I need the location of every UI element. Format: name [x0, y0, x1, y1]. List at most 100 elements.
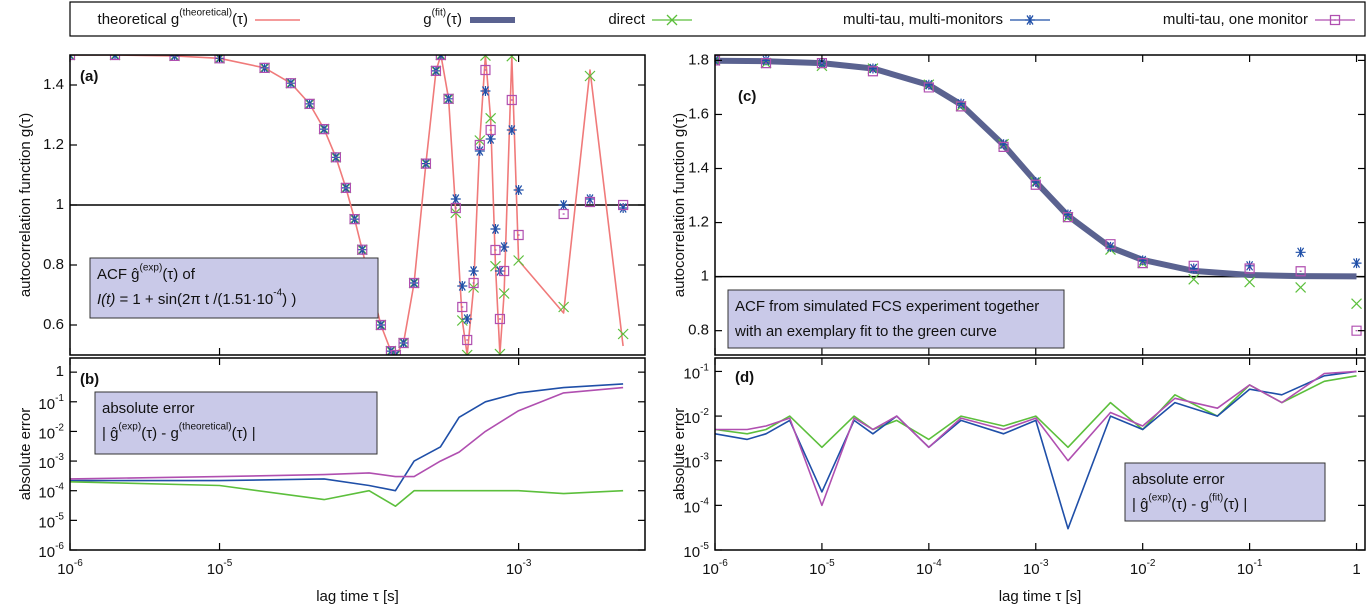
tick-exponent: -2: [700, 407, 709, 418]
data-point: [1188, 260, 1199, 271]
data-point: [420, 158, 432, 169]
tick-exponent: -4: [933, 558, 942, 569]
panel-label: (d): [735, 369, 754, 386]
plot-area: [715, 55, 1365, 336]
data-point: [494, 313, 506, 325]
annotation-text: absolute error: [102, 400, 195, 417]
data-point: [304, 98, 315, 109]
data-point: [318, 124, 330, 135]
data-point: [923, 79, 934, 90]
data-point: [558, 208, 569, 220]
legend-label: multi-tau, multi-monitors: [843, 11, 1003, 28]
y-axis-label: absolute error: [671, 408, 688, 501]
tick-base: 10: [38, 425, 55, 442]
data-point: [485, 112, 497, 124]
legend-label: direct: [608, 11, 646, 28]
data-point: [494, 348, 506, 355]
data-point: [1137, 258, 1148, 269]
tick-label: 1.8: [688, 51, 709, 68]
superscript: (exp): [1148, 492, 1171, 503]
data-point: [480, 64, 491, 76]
panel-label: (b): [80, 371, 99, 388]
data-point: [450, 202, 461, 214]
tick-label: 10-6: [702, 558, 728, 578]
data-point: [109, 55, 121, 61]
tick-label: 10-1: [1237, 558, 1263, 578]
superscript: (fit): [1209, 492, 1223, 503]
tick-label: 1.4: [688, 159, 709, 176]
tick-label: 10-3: [38, 452, 64, 472]
superscript: (fit): [432, 7, 446, 18]
data-point: [474, 146, 485, 156]
data-point: [462, 314, 473, 324]
x-axis-label: lag time τ [s]: [316, 588, 399, 605]
tick-label: 10-3: [1023, 558, 1049, 578]
tick-base: 10: [38, 396, 55, 413]
legend-marker: [666, 14, 678, 26]
annotation-box: [94, 391, 378, 455]
data-point: [457, 281, 468, 291]
data-point: [408, 277, 420, 289]
data-point: [513, 229, 524, 241]
tick-label: 10-2: [1130, 558, 1156, 578]
tick-label: 1: [56, 196, 64, 213]
series-line: [70, 386, 624, 480]
data-point: [761, 55, 772, 66]
tick-label: 1.6: [688, 105, 709, 122]
data-point: [867, 66, 879, 77]
plot-area: [70, 55, 645, 355]
data-point: [468, 277, 479, 289]
tick-base: 10: [683, 499, 700, 516]
data-point: [816, 58, 828, 69]
tick-label: 10-1: [38, 392, 64, 412]
tick-label: 0.8: [43, 256, 64, 273]
series-line: [70, 383, 624, 492]
tick-label: 10-4: [38, 481, 64, 501]
annotation-text: | ĝ(exp)(τ) - g(fit)(τ) |: [1132, 492, 1247, 513]
y-axis-label: autocorrelation function g(τ): [17, 113, 34, 297]
data-point: [474, 139, 485, 151]
data-point: [1188, 273, 1200, 285]
data-point: [584, 194, 595, 204]
data-point: [1062, 212, 1074, 223]
data-point: [498, 288, 510, 299]
tick-base: 10: [38, 485, 55, 502]
tick-base: 10: [38, 514, 55, 531]
legend-label: g(fit)(τ): [423, 7, 462, 28]
text-run: direct: [608, 11, 646, 28]
data-point: [285, 78, 296, 89]
data-point: [450, 194, 461, 204]
tick-exponent: -1: [1254, 558, 1263, 569]
tick-exponent: -3: [700, 451, 709, 462]
tick-label: 0.8: [688, 322, 709, 339]
tick-label: 1.4: [43, 76, 64, 93]
data-point: [1295, 247, 1306, 258]
tick-label: 10-5: [207, 558, 233, 578]
tick-label: 1: [1352, 561, 1360, 578]
data-point: [584, 70, 596, 82]
text-run: | ĝ: [1132, 496, 1148, 513]
data-point: [998, 139, 1009, 150]
data-point: [1244, 260, 1255, 271]
data-point: [462, 334, 473, 346]
data-point: [443, 93, 454, 104]
y-axis-label: absolute error: [17, 408, 34, 501]
superscript: (exp): [140, 262, 163, 273]
text-run: ) ): [282, 291, 296, 308]
annotation-text: ACF ĝ(exp)(τ) of: [97, 262, 196, 283]
data-point: [1244, 263, 1255, 274]
data-point: [259, 62, 270, 73]
series-line: [70, 481, 624, 507]
text-run: (τ) - g: [141, 425, 179, 442]
data-point: [70, 55, 76, 61]
tick-label: 0.6: [43, 316, 64, 333]
tick-base: 10: [809, 561, 826, 578]
superscript: (exp): [118, 421, 141, 432]
data-point: [1030, 177, 1041, 188]
tick-exponent: -5: [826, 558, 835, 569]
text-run: (τ) of: [162, 266, 195, 283]
tick-exponent: -3: [1040, 558, 1049, 569]
text-run: (τ) - g: [1171, 496, 1209, 513]
annotation-text: absolute error: [1132, 471, 1225, 488]
